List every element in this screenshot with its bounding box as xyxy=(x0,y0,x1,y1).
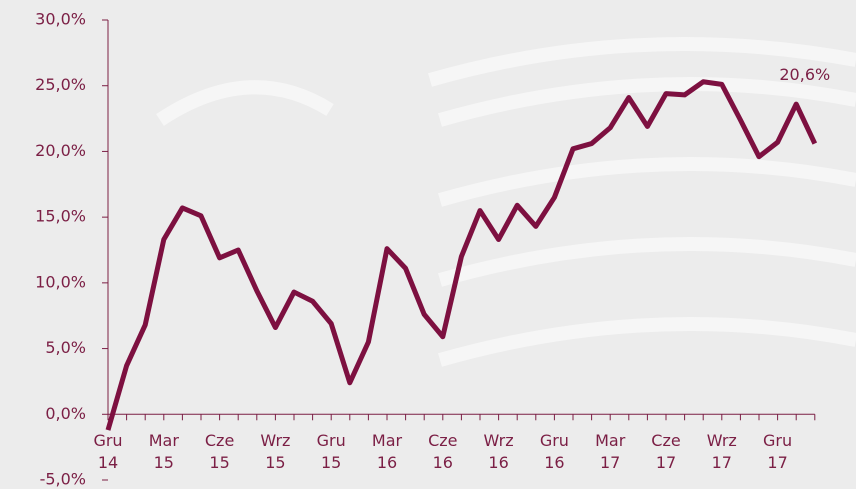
x-tick-label: Gru 14 xyxy=(93,431,123,473)
background-stripes xyxy=(156,37,856,367)
y-tick-label: 5,0% xyxy=(45,338,86,357)
x-tick-label: Gru 15 xyxy=(316,431,346,473)
x-tick-label: Gru 16 xyxy=(539,431,569,473)
x-tick-label: Wrz 17 xyxy=(706,431,737,473)
y-tick-label: 20,0% xyxy=(35,141,86,160)
y-tick-label: 25,0% xyxy=(35,75,86,94)
x-tick-label: Cze 16 xyxy=(428,431,458,473)
line xyxy=(105,79,818,431)
x-tick-label: Gru 17 xyxy=(763,431,793,473)
y-tick-label: 0,0% xyxy=(45,404,86,423)
x-tick-label: Cze 17 xyxy=(651,431,681,473)
x-tick-label: Wrz 15 xyxy=(260,431,291,473)
y-tick-label: 30,0% xyxy=(35,10,86,29)
y-tick-label: -5,0% xyxy=(40,470,86,489)
x-tick-label: Wrz 16 xyxy=(483,431,514,473)
x-tick-label: Cze 15 xyxy=(204,431,235,473)
data-label: 20,6% xyxy=(779,65,830,84)
y-tick-label: 10,0% xyxy=(35,272,86,291)
x-tick-label: Mar 15 xyxy=(148,431,179,473)
x-tick-label: Mar 16 xyxy=(371,431,403,473)
y-tick-label: 15,0% xyxy=(35,207,86,226)
x-tick-label: Mar 17 xyxy=(595,431,626,473)
